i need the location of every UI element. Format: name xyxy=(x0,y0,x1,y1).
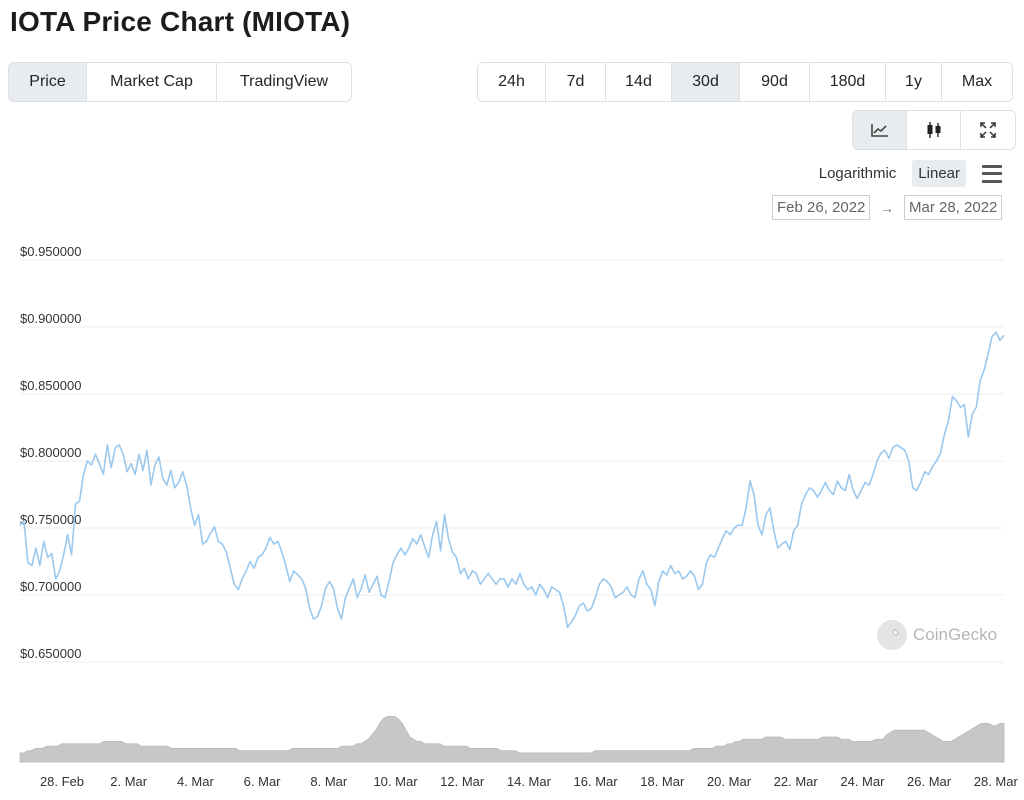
fullscreen-icon xyxy=(980,122,996,138)
x-tick-label: 22. Mar xyxy=(774,774,819,789)
coingecko-watermark: CoinGecko xyxy=(877,620,997,650)
x-tick-label: 2. Mar xyxy=(110,774,148,789)
logarithmic-option[interactable]: Logarithmic xyxy=(818,165,897,182)
volume-area xyxy=(19,716,1005,763)
y-tick-label: $0.900000 xyxy=(20,311,81,326)
range-30d[interactable]: 30d xyxy=(672,63,740,101)
fullscreen-button[interactable] xyxy=(961,111,1015,149)
tab-market-cap[interactable]: Market Cap xyxy=(87,63,217,101)
x-tick-label: 26. Mar xyxy=(907,774,952,789)
range-1y[interactable]: 1y xyxy=(886,63,942,101)
price-line xyxy=(19,331,1005,628)
range-tabs: 24h 7d 14d 30d 90d 180d 1y Max xyxy=(477,62,1013,102)
y-tick-label: $0.800000 xyxy=(20,445,81,460)
price-chart[interactable]: $0.950000 $0.900000 $0.850000 $0.800000 $0.7… xyxy=(0,230,1024,800)
x-tick-label: 18. Mar xyxy=(640,774,685,789)
date-to-input[interactable] xyxy=(904,195,1002,220)
watermark-text: CoinGecko xyxy=(913,625,998,644)
x-tick-label: 20. Mar xyxy=(707,774,752,789)
x-tick-label: 28. Mar xyxy=(974,774,1019,789)
line-chart-button[interactable] xyxy=(853,111,907,149)
y-tick-label: $0.950000 xyxy=(20,244,81,259)
hamburger-menu-icon[interactable] xyxy=(982,164,1002,183)
date-range-arrow: → xyxy=(880,199,894,216)
range-90d[interactable]: 90d xyxy=(740,63,810,101)
range-max[interactable]: Max xyxy=(942,63,1012,101)
linear-option[interactable]: Linear xyxy=(912,160,966,187)
y-tick-label: $0.650000 xyxy=(20,646,81,661)
range-14d[interactable]: 14d xyxy=(606,63,672,101)
candlestick-icon xyxy=(927,122,940,138)
scale-toggle: Logarithmic Linear xyxy=(813,160,1002,187)
range-7d[interactable]: 7d xyxy=(546,63,606,101)
line-chart-icon xyxy=(870,124,888,137)
date-range: → xyxy=(772,195,1002,220)
x-tick-label: 10. Mar xyxy=(373,774,418,789)
x-tick-label: 28. Feb xyxy=(40,774,84,789)
x-tick-label: 4. Mar xyxy=(177,774,215,789)
metric-tabs: Price Market Cap TradingView xyxy=(8,62,352,102)
y-tick-label: $0.750000 xyxy=(20,512,81,527)
x-tick-label: 6. Mar xyxy=(244,774,282,789)
tab-tradingview[interactable]: TradingView xyxy=(217,63,351,101)
date-from-input[interactable] xyxy=(772,195,870,220)
x-tick-label: 24. Mar xyxy=(840,774,885,789)
chart-view-tools xyxy=(852,110,1016,150)
y-tick-label: $0.700000 xyxy=(20,579,81,594)
coingecko-logo-icon xyxy=(877,620,907,650)
x-tick-label: 12. Mar xyxy=(440,774,485,789)
page-title: IOTA Price Chart (MIOTA) xyxy=(10,6,351,37)
range-24h[interactable]: 24h xyxy=(478,63,546,101)
y-tick-label: $0.850000 xyxy=(20,378,81,393)
range-180d[interactable]: 180d xyxy=(810,63,886,101)
x-tick-label: 16. Mar xyxy=(574,774,619,789)
tab-price[interactable]: Price xyxy=(9,63,87,101)
x-tick-label: 8. Mar xyxy=(310,774,348,789)
x-tick-label: 14. Mar xyxy=(507,774,552,789)
candlestick-button[interactable] xyxy=(907,111,961,149)
